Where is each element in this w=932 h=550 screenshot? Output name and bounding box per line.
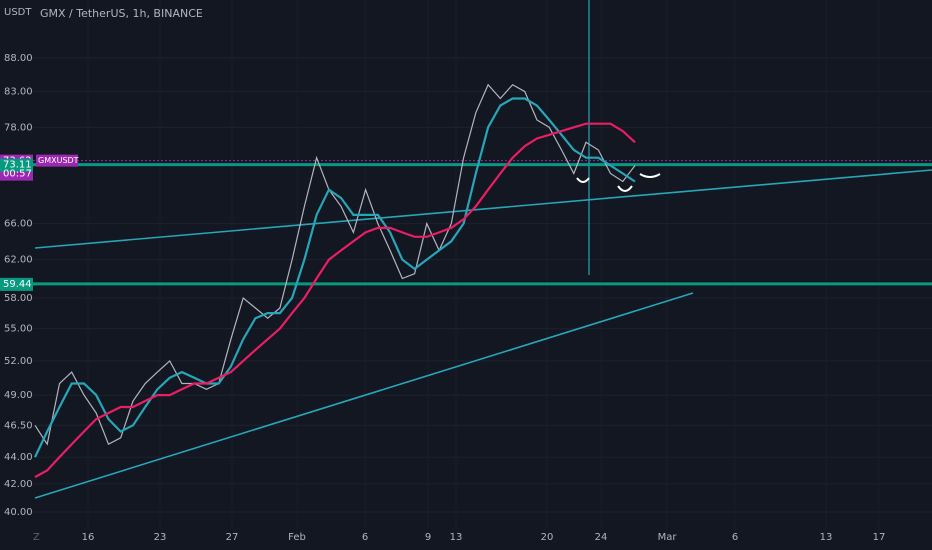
x-tick-label: 13 xyxy=(820,532,833,543)
countdown: 00:57 xyxy=(3,169,32,180)
symbol-label-box xyxy=(36,154,78,167)
series-line xyxy=(34,97,636,458)
price-label: 59.44 xyxy=(3,279,32,290)
annotation-arcs xyxy=(576,173,661,192)
y-tick-label: 40.00 xyxy=(4,507,33,518)
x-tick-label: Feb xyxy=(288,532,306,543)
y-tick-label: 58.00 xyxy=(4,293,33,304)
y-tick-label: 83.00 xyxy=(4,87,33,98)
y-tick-label: 55.00 xyxy=(4,324,33,335)
y-tick-label: 52.00 xyxy=(4,356,33,367)
price-axis xyxy=(0,0,33,530)
x-tick-label: 16 xyxy=(82,532,95,543)
axis-labels: 40.00 42.00 44.00 46.50 49.00 52.00 55.00 58.00… xyxy=(0,53,885,543)
axis-unit: USDT xyxy=(4,7,32,18)
x-tick-label: 13 xyxy=(450,532,463,543)
logo: Z xyxy=(33,532,40,543)
x-tick-label: 6 xyxy=(732,532,738,543)
y-tick-label: 44.00 xyxy=(4,452,33,463)
trendline xyxy=(34,292,694,499)
x-tick-label: 6 xyxy=(362,532,368,543)
x-tick-label: Mar xyxy=(658,532,678,543)
y-tick-label: 49.00 xyxy=(4,390,33,401)
x-tick-label: 9 xyxy=(425,532,431,543)
y-tick-label: 88.00 xyxy=(4,53,33,64)
y-tick-label: 78.00 xyxy=(4,122,33,133)
plot xyxy=(33,83,932,479)
x-tick-label: 17 xyxy=(873,532,886,543)
series-line xyxy=(34,122,636,479)
y-tick-label: 46.50 xyxy=(4,420,33,431)
y-tick-label: 66.00 xyxy=(4,219,33,230)
chart-title: GMX / TetherUS, 1h, BINANCE xyxy=(40,7,203,20)
trendline xyxy=(34,169,932,249)
x-tick-label: 23 xyxy=(154,532,167,543)
y-tick-label: 62.00 xyxy=(4,255,33,266)
price-label-box xyxy=(0,158,33,172)
price-label: 73.11 xyxy=(3,160,32,171)
price-label-box xyxy=(0,277,33,291)
series-line xyxy=(34,83,636,446)
x-tick-label: 20 xyxy=(541,532,554,543)
grid xyxy=(33,0,932,530)
x-tick-label: 24 xyxy=(595,532,608,543)
symbol-label: GMXUSDT xyxy=(38,156,79,165)
x-tick-label: 27 xyxy=(226,532,239,543)
y-tick-label: 42.00 xyxy=(4,479,33,490)
